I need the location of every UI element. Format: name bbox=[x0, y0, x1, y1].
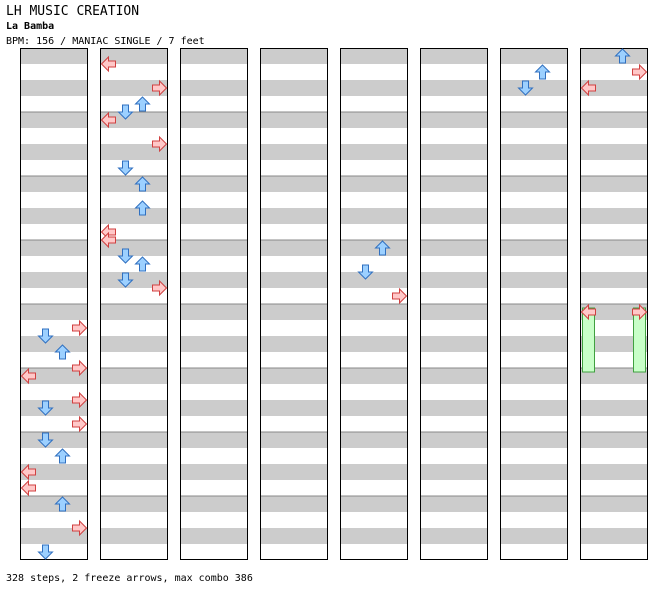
step-arrow-left-icon bbox=[100, 55, 116, 73]
step-arrow-right-icon bbox=[72, 415, 88, 433]
site-title: LH MUSIC CREATION bbox=[6, 4, 140, 19]
step-arrow-right-icon bbox=[72, 391, 88, 409]
step-arrow-right-icon bbox=[152, 279, 168, 297]
step-arrow-right-icon bbox=[152, 135, 168, 153]
chart-summary: 328 steps, 2 freeze arrows, max combo 38… bbox=[6, 573, 253, 584]
step-arrow-down-icon bbox=[117, 104, 134, 120]
step-arrow-up-icon bbox=[374, 240, 391, 256]
chart-column bbox=[340, 48, 408, 560]
step-arrow-left-icon bbox=[20, 367, 36, 385]
chart-column bbox=[500, 48, 568, 560]
step-arrow-down-icon bbox=[517, 80, 534, 96]
step-arrow-up-icon bbox=[54, 448, 71, 464]
step-arrow-down-icon bbox=[37, 544, 54, 560]
step-arrow-down-icon bbox=[37, 432, 54, 448]
step-arrow-right-icon bbox=[392, 287, 408, 305]
song-title: La Bamba bbox=[6, 21, 55, 32]
step-arrow-up-icon bbox=[134, 176, 151, 192]
step-arrow-right-icon bbox=[72, 519, 88, 537]
step-arrow-up-icon bbox=[534, 64, 551, 80]
step-arrow-left-icon bbox=[100, 111, 116, 129]
step-arrow-left-icon bbox=[100, 231, 116, 249]
step-arrow-right-icon bbox=[72, 319, 88, 337]
step-arrow-down-icon bbox=[37, 400, 54, 416]
step-arrow-left-icon bbox=[580, 79, 596, 97]
step-arrow-right-icon bbox=[72, 359, 88, 377]
chart-column bbox=[260, 48, 328, 560]
step-arrow-right-icon bbox=[152, 79, 168, 97]
step-arrow-down-icon bbox=[117, 272, 134, 288]
step-arrow-down-icon bbox=[37, 328, 54, 344]
step-arrow-down-icon bbox=[117, 248, 134, 264]
step-arrow-left-icon bbox=[20, 479, 36, 497]
chart-column bbox=[180, 48, 248, 560]
step-arrow-up-icon bbox=[134, 256, 151, 272]
chart-info: BPM: 156 / MANIAC SINGLE / 7 feet bbox=[6, 36, 205, 47]
chart-column bbox=[420, 48, 488, 560]
step-arrow-down-icon bbox=[117, 160, 134, 176]
step-arrow-left-icon bbox=[20, 463, 36, 481]
step-arrow-up-icon bbox=[614, 48, 631, 64]
step-arrow-right-icon bbox=[632, 63, 648, 81]
chart-column bbox=[20, 48, 88, 560]
step-arrow-right-icon bbox=[632, 303, 648, 321]
step-arrow-up-icon bbox=[54, 496, 71, 512]
chart-column bbox=[580, 48, 648, 560]
step-arrow-up-icon bbox=[134, 200, 151, 216]
chart-column bbox=[100, 48, 168, 560]
step-arrow-left-icon bbox=[580, 303, 596, 321]
step-arrow-up-icon bbox=[54, 344, 71, 360]
step-arrow-down-icon bbox=[357, 264, 374, 280]
step-arrow-up-icon bbox=[134, 96, 151, 112]
